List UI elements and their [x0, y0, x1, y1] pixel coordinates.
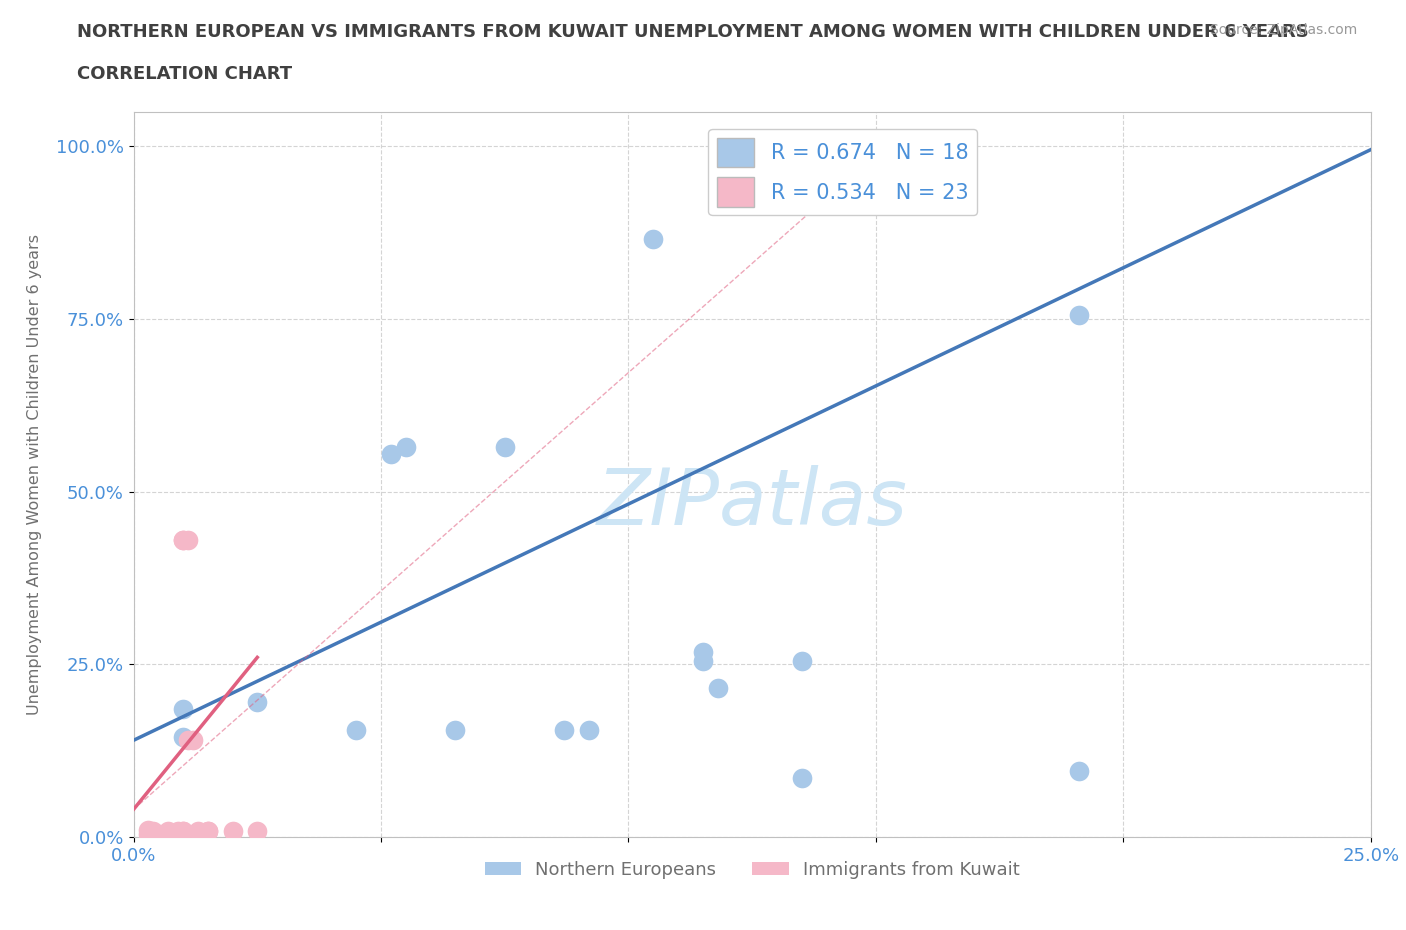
Point: [172, 824, 194, 839]
Point: [172, 533, 194, 548]
Point: [148, 826, 170, 841]
Point: [1067, 308, 1090, 323]
Point: [138, 826, 160, 841]
Point: [181, 733, 204, 748]
Point: [138, 823, 160, 838]
Point: [172, 729, 194, 744]
Point: [177, 733, 200, 748]
Y-axis label: Unemployment Among Women with Children Under 6 years: Unemployment Among Women with Children U…: [27, 233, 42, 715]
Point: [692, 644, 714, 659]
Point: [162, 826, 184, 841]
Point: [148, 826, 170, 841]
Text: NORTHERN EUROPEAN VS IMMIGRANTS FROM KUWAIT UNEMPLOYMENT AMONG WOMEN WITH CHILDR: NORTHERN EUROPEAN VS IMMIGRANTS FROM KUW…: [77, 23, 1309, 41]
Text: Source: ZipAtlas.com: Source: ZipAtlas.com: [1209, 23, 1357, 37]
Point: [790, 654, 813, 669]
Point: [197, 824, 219, 839]
Point: [157, 826, 180, 841]
Point: [157, 824, 180, 839]
Point: [494, 439, 516, 454]
Point: [167, 824, 190, 839]
Point: [344, 723, 367, 737]
Point: [1067, 764, 1090, 778]
Point: [395, 439, 418, 454]
Point: [578, 723, 600, 737]
Point: [706, 681, 728, 696]
Point: [142, 824, 165, 839]
Point: [172, 533, 194, 548]
Point: [197, 824, 219, 839]
Point: [380, 446, 402, 461]
Point: [553, 723, 575, 737]
Text: CORRELATION CHART: CORRELATION CHART: [77, 65, 292, 83]
Point: [152, 826, 174, 841]
Text: ZIPatlas: ZIPatlas: [596, 465, 908, 541]
Point: [187, 824, 209, 839]
Point: [246, 824, 269, 839]
Point: [692, 654, 714, 669]
Point: [162, 826, 184, 841]
Point: [177, 533, 200, 548]
Point: [444, 723, 467, 737]
Point: [172, 702, 194, 717]
Point: [790, 771, 813, 786]
Point: [643, 232, 665, 246]
Point: [172, 824, 194, 839]
Point: [246, 695, 269, 710]
Legend: Northern Europeans, Immigrants from Kuwait: Northern Europeans, Immigrants from Kuwa…: [478, 854, 1026, 886]
Point: [221, 824, 243, 839]
